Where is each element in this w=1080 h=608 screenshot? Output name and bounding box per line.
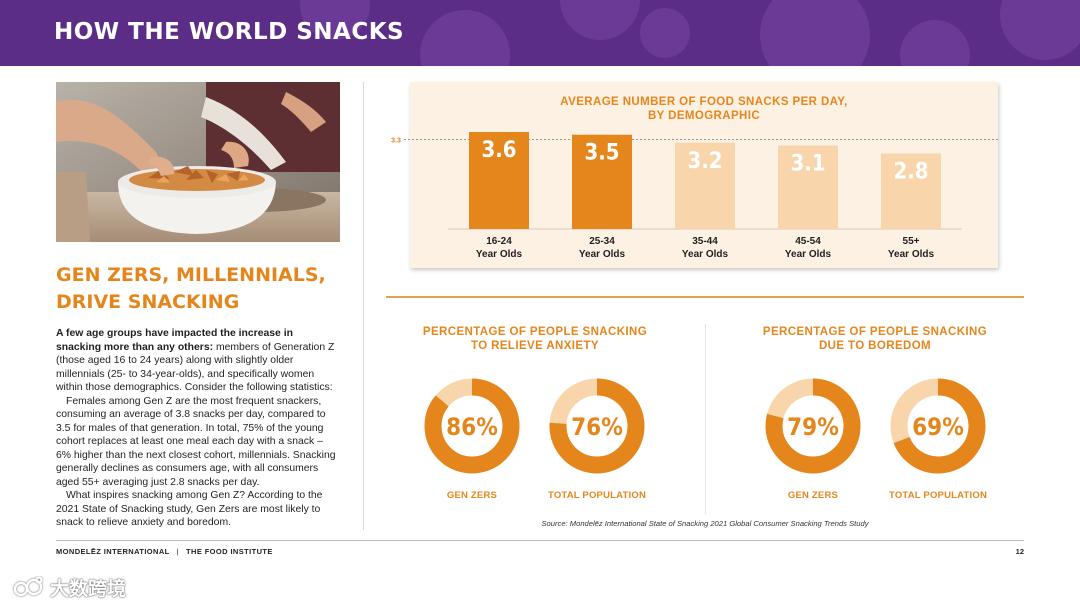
bar-0 bbox=[469, 132, 529, 229]
header-banner: HOW THE WORLD SNACKS bbox=[0, 0, 1080, 66]
watermark-logo-icon bbox=[13, 575, 43, 596]
intro-rest: members of Generation Z (those aged 16 t… bbox=[56, 341, 335, 394]
section-rule bbox=[386, 296, 1024, 298]
donut-arc-0 bbox=[424, 378, 520, 474]
anxiety-genz-label: GEN ZERS bbox=[446, 490, 498, 501]
boredom-total-label: TOTAL POPULATION bbox=[888, 490, 988, 501]
bar-chart-title-line1: AVERAGE NUMBER OF FOOD SNACKS PER DAY, bbox=[560, 96, 848, 108]
article-body: A few age groups have impacted the incre… bbox=[56, 327, 340, 530]
boredom-chart-title: PERCENTAGE OF PEOPLE SNACKING DUE TO BOR… bbox=[740, 326, 1010, 353]
watermark-text: 大数跨境 bbox=[50, 579, 127, 600]
bar-category-label-3: 45-54 bbox=[795, 236, 821, 247]
bar-category-label-1: 25-34 bbox=[589, 236, 615, 247]
bar-value-label-3: 3.1 bbox=[790, 151, 825, 176]
banner-pattern bbox=[760, 0, 870, 66]
page-title: HOW THE WORLD SNACKS bbox=[54, 19, 405, 45]
anxiety-title-line1: PERCENTAGE OF PEOPLE SNACKING bbox=[422, 326, 648, 338]
banner-pattern bbox=[640, 8, 690, 58]
donut-divider bbox=[705, 324, 706, 514]
bar-chart-title-line2: BY DEMOGRAPHIC bbox=[647, 109, 761, 122]
donut-arc-1 bbox=[549, 378, 645, 474]
paragraph-inspiration: What inspires snacking among Gen Z? Acco… bbox=[56, 490, 323, 528]
bar-3 bbox=[778, 145, 838, 229]
section-heading-line2: DRIVE SNACKING bbox=[56, 291, 240, 313]
boredom-genz-label: GEN ZERS bbox=[787, 490, 839, 501]
food-photo bbox=[56, 82, 340, 242]
footer-org2: THE FOOD INSTITUTE bbox=[186, 547, 273, 556]
boredom-title-line1: PERCENTAGE OF PEOPLE SNACKING bbox=[762, 326, 988, 338]
section-heading: GEN ZERS, MILLENNIALS, DRIVE SNACKING bbox=[56, 262, 356, 316]
donut-arc-3 bbox=[890, 378, 986, 474]
page-number: 12 bbox=[1015, 547, 1024, 556]
donut-value-3: 69% bbox=[912, 413, 964, 441]
donut-value-2: 79% bbox=[787, 413, 839, 441]
paragraph-stats: Females among Gen Z are the most frequen… bbox=[56, 395, 336, 488]
bar-chart-title: AVERAGE NUMBER OF FOOD SNACKS PER DAY, B… bbox=[0, 96, 1080, 123]
watermark: 大数跨境 bbox=[12, 574, 126, 601]
bar-category-sublabel-1: Year Olds bbox=[579, 249, 626, 260]
source-note: Source: Mondelēz International State of … bbox=[541, 519, 869, 528]
bar-category-sublabel-4: Year Olds bbox=[888, 249, 935, 260]
bar-category-sublabel-3: Year Olds bbox=[785, 249, 832, 260]
footer-rule bbox=[56, 540, 1024, 541]
donut-value-1: 76% bbox=[571, 413, 623, 441]
bar-1 bbox=[572, 134, 632, 229]
reference-line-label: 3.3 bbox=[391, 138, 401, 145]
bar-4 bbox=[881, 153, 941, 229]
bar-category-label-2: 35-44 bbox=[692, 236, 718, 247]
bar-value-label-0: 3.6 bbox=[481, 138, 516, 163]
footer-separator: | bbox=[176, 547, 180, 556]
anxiety-chart-title: PERCENTAGE OF PEOPLE SNACKING TO RELIEVE… bbox=[400, 326, 670, 353]
bar-2 bbox=[675, 142, 735, 229]
paragraph-intro: A few age groups have impacted the incre… bbox=[56, 327, 340, 395]
bar-value-label-2: 3.2 bbox=[687, 149, 722, 174]
bar-category-label-4: 55+ bbox=[903, 236, 920, 247]
food-photo-illustration bbox=[56, 82, 340, 242]
intro-bold: A few age groups have impacted the incre… bbox=[56, 328, 293, 353]
column-divider bbox=[363, 82, 364, 530]
bar-category-sublabel-2: Year Olds bbox=[682, 249, 729, 260]
anxiety-title-line2: TO RELIEVE ANXIETY bbox=[471, 339, 599, 352]
donut-value-0: 86% bbox=[446, 413, 498, 441]
bar-category-sublabel-0: Year Olds bbox=[476, 249, 523, 260]
bar-category-label-0: 16-24 bbox=[486, 236, 512, 247]
boredom-title-line2: DUE TO BOREDOM bbox=[818, 339, 932, 352]
anxiety-total-label: TOTAL POPULATION bbox=[547, 490, 647, 501]
bar-value-label-4: 2.8 bbox=[893, 160, 928, 185]
bar-value-label-1: 3.5 bbox=[584, 141, 619, 166]
section-heading-line1: GEN ZERS, MILLENNIALS, bbox=[56, 264, 326, 286]
footer-org1: MONDELĒZ INTERNATIONAL bbox=[56, 547, 170, 556]
footer-credits: MONDELĒZ INTERNATIONAL | THE FOOD INSTITUT… bbox=[56, 547, 273, 556]
donut-arc-2 bbox=[765, 378, 861, 474]
